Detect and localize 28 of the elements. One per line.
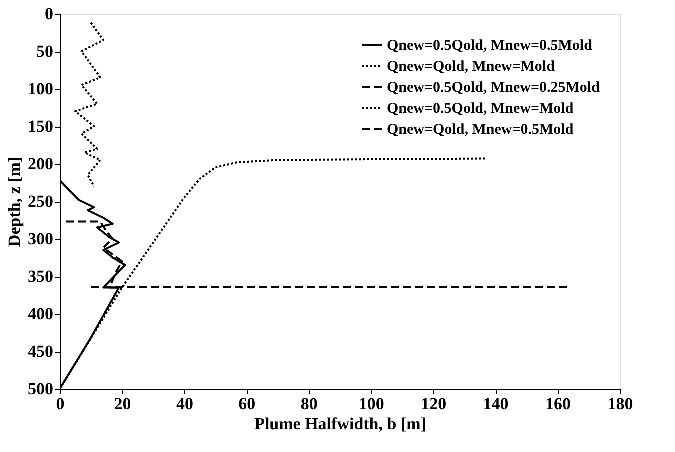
legend-label: Qnew=0.5Qold, Mnew=Mold [387, 101, 574, 117]
x-tick-label: 40 [176, 394, 194, 414]
x-tick-label: 80 [300, 394, 318, 414]
y-tick-label: 0 [45, 4, 54, 24]
y-tick-label: 50 [36, 42, 54, 61]
legend-label: Qnew=0.5Qold, Mnew=0.5Mold [387, 38, 594, 54]
x-tick-label: 180 [608, 394, 634, 414]
x-tick-label: 0 [56, 394, 65, 414]
y-tick-label: 500 [28, 380, 54, 398]
x-tick-label: 20 [114, 394, 132, 414]
legend-label: Qnew=Qold, Mnew=0.5Mold [387, 122, 574, 138]
x-axis-title: Plume Halfwidth, b [m] [254, 414, 426, 434]
x-tick-label: 140 [483, 394, 509, 414]
y-tick-label: 400 [28, 304, 54, 324]
x-tick-label: 60 [238, 394, 256, 414]
legend-label: Qnew=Qold, Mnew=Mold [387, 59, 556, 75]
y-axis-title: Depth, z [m] [5, 156, 24, 248]
y-tick-label: 100 [28, 80, 54, 98]
y-tick-label: 250 [28, 192, 54, 211]
legend-label: Qnew=0.5Qold, Mnew=0.25Mold [387, 80, 601, 96]
x-tick-label: 160 [546, 394, 572, 414]
x-tick-label: 100 [358, 394, 384, 414]
y-tick-label: 200 [28, 154, 54, 174]
x-tick-label: 120 [421, 394, 447, 414]
y-tick-label: 450 [28, 342, 54, 361]
y-tick-label: 300 [28, 230, 54, 248]
y-tick-label: 150 [28, 117, 54, 136]
y-tick-label: 350 [28, 267, 54, 286]
